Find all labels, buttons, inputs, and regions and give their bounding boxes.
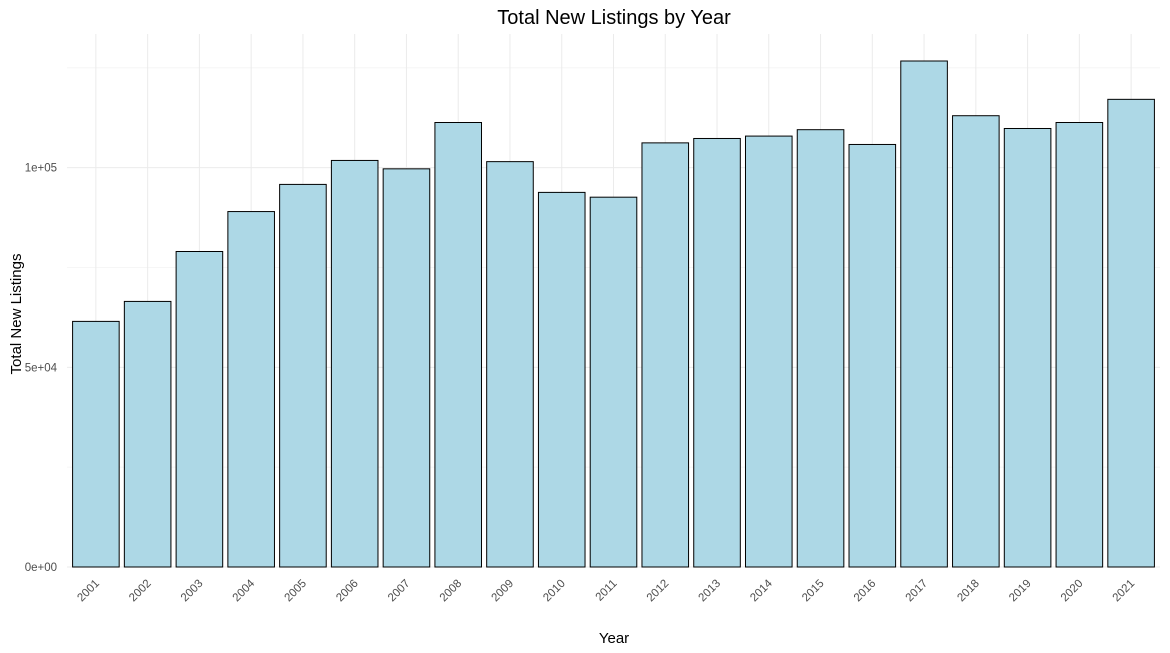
x-tick-label: 2002 [127, 578, 154, 605]
x-tick-label: 2014 [748, 577, 775, 604]
bar-2016 [848, 143, 897, 568]
bar-2018 [952, 115, 1000, 568]
y-tick-label: 1e+05 [25, 163, 57, 175]
y-tick-label: 5e+04 [25, 362, 58, 374]
bar-2010 [537, 191, 586, 568]
bar-2006 [330, 159, 379, 568]
chart-title: Total New Listings by Year [497, 7, 731, 29]
bar-2009 [486, 161, 534, 568]
bar-2019 [1003, 127, 1052, 568]
x-tick-label: 2018 [955, 578, 982, 605]
x-axis-ticks: 2001 2002 2003 2004 2005 2006 2007 2008 2009 2010… [75, 577, 1137, 604]
x-tick-label: 2008 [438, 578, 465, 605]
bar-2021 [1107, 98, 1155, 568]
bar-2017 [900, 60, 948, 568]
bar-2015 [796, 129, 845, 568]
x-tick-label: 2001 [75, 578, 102, 605]
x-tick-label: 2019 [1007, 578, 1034, 605]
bar-2020 [1055, 122, 1104, 568]
y-axis-ticks: 0e+00 5e+04 1e+05 [25, 163, 58, 574]
x-tick-label: 2020 [1059, 578, 1086, 605]
bar-2002 [123, 300, 172, 568]
x-tick-label: 2003 [179, 578, 206, 605]
x-tick-label: 2010 [541, 578, 568, 605]
x-tick-label: 2013 [697, 578, 724, 605]
y-axis-title: Total New Listings [8, 254, 25, 375]
bar-2003 [175, 250, 224, 568]
x-tick-label: 2012 [645, 578, 672, 605]
x-tick-label: 2015 [800, 578, 827, 605]
x-tick-label: 2007 [386, 578, 413, 605]
bar-2004 [227, 211, 275, 568]
x-tick-label: 2011 [594, 578, 620, 604]
x-tick-label: 2005 [282, 578, 309, 605]
bar-2013 [693, 137, 741, 568]
y-tick-label: 0e+00 [25, 562, 57, 574]
x-axis-title: Year [599, 630, 629, 647]
bar-2001 [72, 320, 120, 568]
bar-2012 [641, 142, 690, 568]
bar-2005 [279, 183, 327, 568]
x-tick-label: 2016 [852, 578, 879, 605]
x-tick-label: 2004 [231, 577, 258, 604]
x-tick-label: 2021 [1111, 578, 1138, 605]
x-tick-label: 2006 [334, 578, 361, 605]
bar-2008 [434, 122, 483, 568]
bar-2014 [744, 135, 793, 568]
bars [72, 60, 1155, 568]
x-tick-label: 2009 [490, 578, 517, 605]
bar-2011 [589, 196, 638, 568]
x-tick-label: 2017 [904, 578, 931, 605]
bar-2007 [382, 168, 431, 568]
